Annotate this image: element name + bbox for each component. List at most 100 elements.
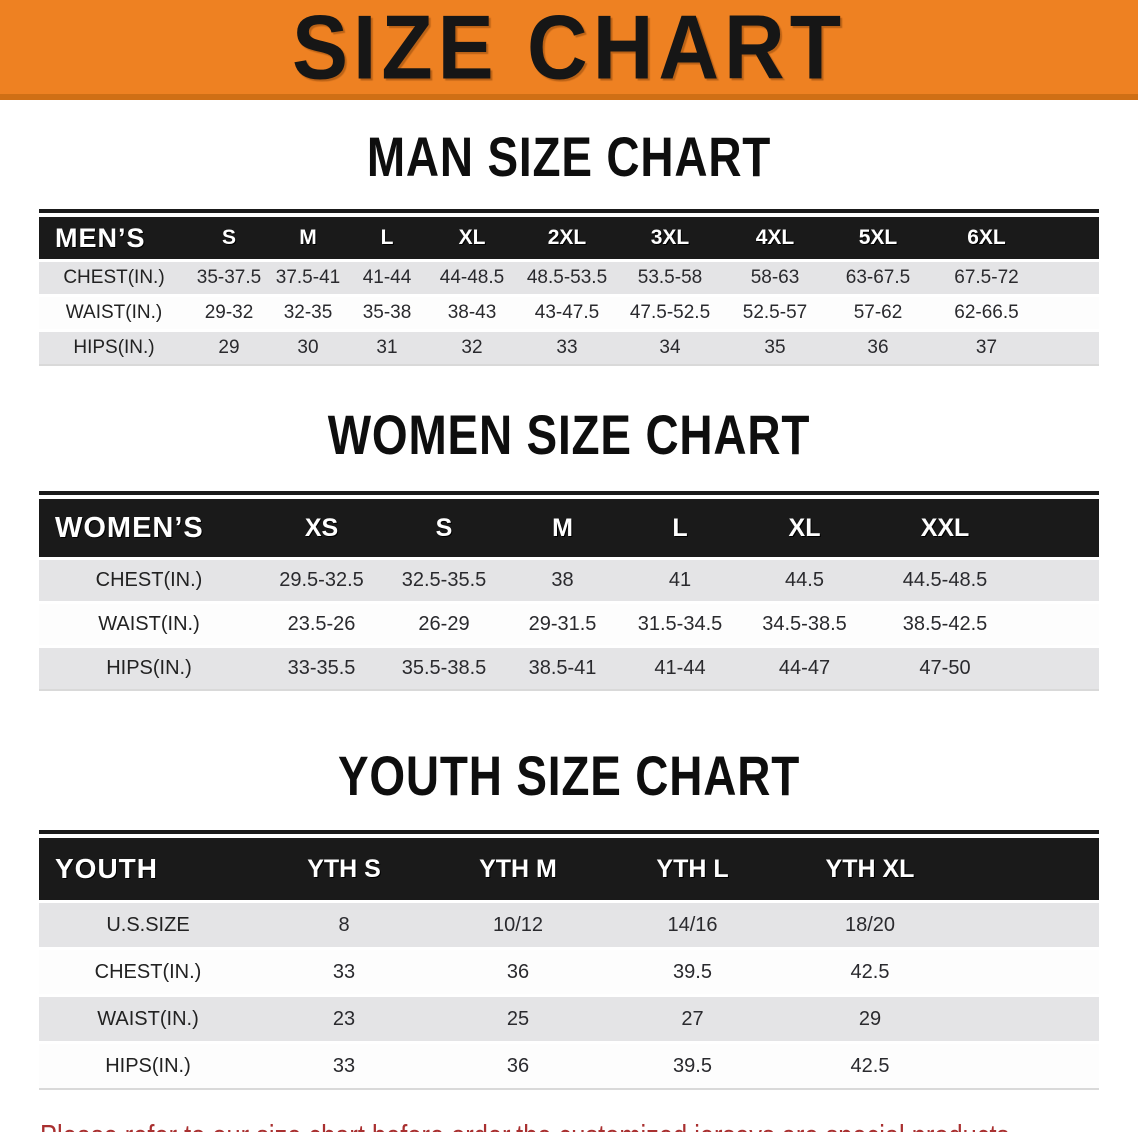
women-table-title: WOMEN’S — [39, 495, 259, 557]
size-cell: 14/16 — [605, 900, 780, 947]
table-row-waist: WAIST(IN.) 23 25 27 29 — [39, 994, 1099, 1041]
size-cell: 41 — [621, 557, 739, 601]
row-label: CHEST(IN.) — [39, 947, 257, 994]
size-cell: 32 — [427, 329, 517, 364]
women-section: WOMEN SIZE CHART WOMEN’S XS S M L XL XXL… — [0, 402, 1138, 691]
size-cell: 57-62 — [827, 294, 929, 329]
size-column-header: XS — [259, 495, 384, 557]
size-cell: 47.5-52.5 — [617, 294, 723, 329]
size-cell: 33-35.5 — [259, 645, 384, 689]
size-cell: 36 — [431, 1041, 605, 1088]
youth-header-row: YOUTH YTH S YTH M YTH L YTH XL — [39, 834, 1099, 900]
table-row-ussize: U.S.SIZE 8 10/12 14/16 18/20 — [39, 900, 1099, 947]
row-label: CHEST(IN.) — [39, 259, 189, 294]
size-cell: 10/12 — [431, 900, 605, 947]
size-column-header: S — [384, 495, 504, 557]
size-cell: 23 — [257, 994, 431, 1041]
youth-section-title: YOUTH SIZE CHART — [337, 744, 801, 807]
table-row-hips: HIPS(IN.) 29 30 31 32 33 34 35 36 37 — [39, 329, 1099, 364]
table-row-chest: CHEST(IN.) 35-37.5 37.5-41 41-44 44-48.5… — [39, 259, 1099, 294]
size-column-header: 3XL — [617, 213, 723, 259]
size-cell: 27 — [605, 994, 780, 1041]
size-column-header: XL — [739, 495, 870, 557]
men-section-title: MAN SIZE CHART — [366, 125, 772, 188]
row-label: HIPS(IN.) — [39, 1041, 257, 1088]
size-cell: 43-47.5 — [517, 294, 617, 329]
row-label: WAIST(IN.) — [39, 994, 257, 1041]
size-cell: 42.5 — [780, 947, 1099, 994]
size-cell: 39.5 — [605, 1041, 780, 1088]
size-cell: 23.5-26 — [259, 601, 384, 645]
size-cell: 42.5 — [780, 1041, 1099, 1088]
size-cell: 33 — [257, 947, 431, 994]
size-cell: 37 — [929, 329, 1099, 364]
size-cell: 34 — [617, 329, 723, 364]
women-size-table: WOMEN’S XS S M L XL XXL CHEST(IN.) 29.5-… — [39, 491, 1099, 691]
size-cell: 35.5-38.5 — [384, 645, 504, 689]
table-row-chest: CHEST(IN.) 33 36 39.5 42.5 — [39, 947, 1099, 994]
row-label: WAIST(IN.) — [39, 294, 189, 329]
size-column-header: 2XL — [517, 213, 617, 259]
women-section-title: WOMEN SIZE CHART — [327, 403, 811, 466]
table-row-hips: HIPS(IN.) 33-35.5 35.5-38.5 38.5-41 41-4… — [39, 645, 1099, 689]
youth-section: YOUTH SIZE CHART YOUTH YTH S YTH M YTH L… — [0, 743, 1138, 1090]
size-column-header: YTH L — [605, 834, 780, 900]
men-size-table: MEN’S S M L XL 2XL 3XL 4XL 5XL 6XL CHEST… — [39, 209, 1099, 366]
row-label: CHEST(IN.) — [39, 557, 259, 601]
size-cell: 53.5-58 — [617, 259, 723, 294]
page-title: SIZE CHART — [292, 0, 846, 98]
size-cell: 44-47 — [739, 645, 870, 689]
size-cell: 29-32 — [189, 294, 269, 329]
size-column-header: 5XL — [827, 213, 929, 259]
size-cell: 58-63 — [723, 259, 827, 294]
row-label: U.S.SIZE — [39, 900, 257, 947]
size-cell: 29-31.5 — [504, 601, 621, 645]
row-label: HIPS(IN.) — [39, 329, 189, 364]
disclaimer-line-1: Please refer to our size chart before or… — [40, 1112, 1098, 1132]
table-row-hips: HIPS(IN.) 33 36 39.5 42.5 — [39, 1041, 1099, 1088]
size-cell: 36 — [431, 947, 605, 994]
table-row-chest: CHEST(IN.) 29.5-32.5 32.5-35.5 38 41 44.… — [39, 557, 1099, 601]
size-cell: 41-44 — [621, 645, 739, 689]
size-cell: 36 — [827, 329, 929, 364]
size-cell: 67.5-72 — [929, 259, 1099, 294]
size-cell: 35-38 — [347, 294, 427, 329]
size-cell: 44.5-48.5 — [870, 557, 1099, 601]
size-column-header: S — [189, 213, 269, 259]
size-column-header: M — [504, 495, 621, 557]
size-cell: 34.5-38.5 — [739, 601, 870, 645]
size-cell: 37.5-41 — [269, 259, 347, 294]
size-cell: 32-35 — [269, 294, 347, 329]
size-cell: 44-48.5 — [427, 259, 517, 294]
size-cell: 48.5-53.5 — [517, 259, 617, 294]
youth-table-title: YOUTH — [39, 834, 257, 900]
size-cell: 31.5-34.5 — [621, 601, 739, 645]
size-cell: 8 — [257, 900, 431, 947]
size-cell: 29 — [780, 994, 1099, 1041]
size-cell: 29 — [189, 329, 269, 364]
youth-size-table: YOUTH YTH S YTH M YTH L YTH XL U.S.SIZE … — [39, 830, 1099, 1090]
size-cell: 35-37.5 — [189, 259, 269, 294]
men-section: MAN SIZE CHART MEN’S S M L XL 2XL 3XL 4X… — [0, 124, 1138, 366]
size-column-header: XL — [427, 213, 517, 259]
size-column-header: M — [269, 213, 347, 259]
row-label: WAIST(IN.) — [39, 601, 259, 645]
size-cell: 29.5-32.5 — [259, 557, 384, 601]
size-cell: 44.5 — [739, 557, 870, 601]
size-column-header: YTH M — [431, 834, 605, 900]
size-cell: 26-29 — [384, 601, 504, 645]
size-cell: 38.5-42.5 — [870, 601, 1099, 645]
size-cell: 63-67.5 — [827, 259, 929, 294]
women-header-row: WOMEN’S XS S M L XL XXL — [39, 495, 1099, 557]
size-column-header: YTH S — [257, 834, 431, 900]
men-table-title: MEN’S — [39, 213, 189, 259]
size-cell: 32.5-35.5 — [384, 557, 504, 601]
size-cell: 18/20 — [780, 900, 1099, 947]
size-column-header: 4XL — [723, 213, 827, 259]
size-cell: 33 — [517, 329, 617, 364]
size-cell: 38.5-41 — [504, 645, 621, 689]
men-header-row: MEN’S S M L XL 2XL 3XL 4XL 5XL 6XL — [39, 213, 1099, 259]
size-cell: 38 — [504, 557, 621, 601]
size-cell: 35 — [723, 329, 827, 364]
size-cell: 47-50 — [870, 645, 1099, 689]
